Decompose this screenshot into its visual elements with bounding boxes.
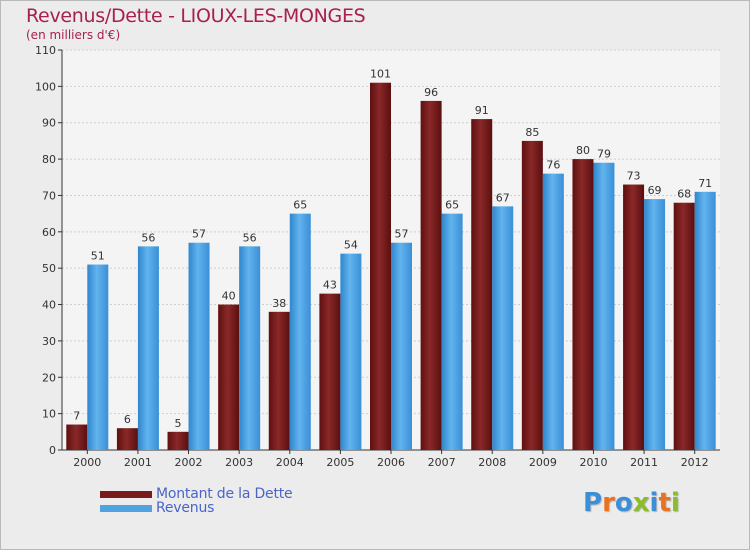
x-tick-label: 2003 [225,456,253,469]
bar-dette [319,293,341,450]
data-label-revenus: 65 [293,199,307,212]
y-tick-label: 10 [42,408,56,421]
y-tick-label: 20 [42,371,56,384]
x-tick-label: 2000 [73,456,101,469]
legend-item-revenus: Revenus [100,500,214,516]
x-tick-label: 2001 [124,456,152,469]
y-tick-label: 0 [49,444,56,457]
data-label-revenus: 54 [344,239,358,252]
bar-revenus [188,242,210,450]
bar-dette [167,431,189,450]
chart-subtitle: (en milliers d'€) [26,28,121,42]
x-tick-label: 2010 [579,456,607,469]
data-label-revenus: 57 [395,228,409,241]
bar-revenus [492,206,514,450]
bar-dette [521,140,543,450]
bar-revenus [87,264,109,450]
data-label-dette: 85 [525,126,539,139]
bar-dette [116,428,138,450]
data-label-revenus: 56 [141,231,155,244]
y-tick-label: 60 [42,226,56,239]
bar-dette [623,184,645,450]
legend-item-dette: Montant de la Dette [100,486,293,502]
bar-revenus [644,199,666,450]
legend-swatch-revenus [100,504,152,512]
data-label-dette: 38 [272,297,286,310]
data-label-revenus: 57 [192,228,206,241]
x-tick-label: 2006 [377,456,405,469]
data-label-dette: 91 [475,104,489,117]
y-tick-label: 80 [42,153,56,166]
bar-revenus [239,246,261,450]
bar-dette [268,311,290,450]
proxiti-logo: Proxiti [583,488,680,518]
data-label-revenus: 56 [243,231,257,244]
x-tick-label: 2007 [428,456,456,469]
x-tick-label: 2012 [681,456,709,469]
bar-revenus [391,242,412,450]
bar-revenus [289,213,311,450]
data-label-dette: 68 [677,188,691,201]
data-label-dette: 7 [73,410,80,423]
bar-dette [673,202,695,450]
y-tick-label: 110 [35,44,56,57]
legend-swatch-dette [100,490,152,498]
data-label-revenus: 69 [648,184,662,197]
bar-dette [66,424,88,450]
data-label-dette: 80 [576,144,590,157]
data-label-revenus: 76 [546,159,560,172]
data-label-revenus: 67 [496,191,510,204]
bar-revenus [593,162,615,450]
data-label-revenus: 79 [597,148,611,161]
bar-dette [218,304,240,450]
data-label-dette: 5 [175,417,182,430]
data-label-dette: 43 [323,279,337,292]
data-label-dette: 40 [222,290,236,303]
data-label-dette: 6 [124,413,131,426]
data-label-revenus: 51 [91,250,105,263]
y-tick-label: 100 [35,80,56,93]
y-tick-label: 50 [42,262,56,275]
data-label-dette: 73 [627,170,641,183]
data-label-revenus: 71 [698,177,712,190]
legend-label-dette: Montant de la Dette [156,486,293,502]
x-tick-label: 2011 [630,456,658,469]
y-tick-label: 40 [42,299,56,312]
data-label-dette: 101 [370,68,391,81]
y-tick-label: 70 [42,189,56,202]
x-tick-label: 2004 [276,456,304,469]
x-tick-label: 2002 [175,456,203,469]
bar-revenus [340,253,362,450]
legend-label-revenus: Revenus [156,500,215,516]
bar-revenus [441,213,463,450]
bar-revenus [694,191,716,450]
x-tick-label: 2005 [326,456,354,469]
y-tick-label: 30 [42,335,56,348]
x-tick-label: 2008 [478,456,506,469]
bar-dette [420,100,442,450]
chart-title: Revenus/Dette - LIOUX-LES-MONGES [26,5,366,27]
data-label-dette: 96 [424,86,438,99]
data-label-revenus: 65 [445,199,459,212]
bar-revenus [542,173,564,451]
bar-dette [572,159,594,450]
bar-revenus [137,246,159,450]
x-tick-label: 2009 [529,456,557,469]
y-tick-label: 90 [42,117,56,130]
bar-dette [370,82,391,451]
bar-dette [471,119,493,450]
